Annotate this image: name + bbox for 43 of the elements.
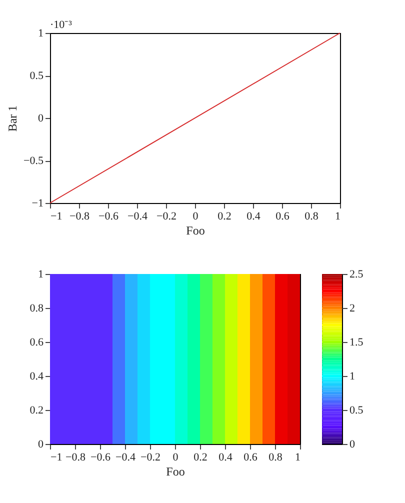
x-tick-label: −1: [50, 452, 62, 464]
x-tick-label: 0.2: [218, 210, 232, 222]
color-bar-label: 0.5: [350, 404, 364, 416]
x-tick-label: −0.4: [128, 210, 148, 222]
x-tick-label: −0.8: [66, 452, 86, 464]
x-tick-label: 0.6: [244, 452, 258, 464]
x-tick-label: −0.6: [90, 452, 111, 464]
x-axis-title: Foo: [186, 224, 205, 238]
x-tick-label: −0.6: [98, 210, 119, 222]
y-tick-label: 0: [38, 112, 44, 124]
x-tick-label: 0.6: [276, 210, 290, 222]
x-tick-label: −0.4: [116, 452, 136, 464]
y-tick-label: 1: [38, 28, 44, 40]
y-tick-label: 0: [38, 438, 44, 450]
x-tick-label: −1: [50, 210, 62, 222]
x-tick-label: 0.2: [194, 452, 208, 464]
y-tick-label: 1: [38, 268, 44, 280]
x-tick-label: 1: [295, 452, 300, 464]
x-tick-label: −0.2: [140, 452, 160, 464]
x-tick-label: −0.8: [70, 210, 90, 222]
x-axis-title: Foo: [166, 464, 185, 478]
color-bar-label: 1: [350, 370, 355, 382]
x-tick-label: 0: [172, 452, 179, 464]
x-tick-label: 1: [335, 210, 340, 222]
x-tick-label: 0.4: [246, 210, 261, 222]
y-tick-label: 0.2: [30, 404, 44, 416]
color-bar-label: 2.5: [350, 268, 364, 280]
x-tick-label: 0.8: [268, 452, 283, 464]
color-bar-label: 0: [350, 438, 356, 450]
y-axis-title: Bar 1: [6, 105, 20, 132]
text: ·10⁻³: [50, 19, 73, 31]
y-tick-label: −0.5: [24, 155, 44, 167]
x-tick-label: 0.8: [304, 210, 319, 222]
x-tick-label: 0: [192, 210, 199, 222]
color-bar-label: 2: [350, 302, 355, 314]
y-tick-label: 0.4: [30, 370, 44, 382]
x-tick-label: 0.4: [218, 452, 233, 464]
y-tick-label: 0.8: [30, 302, 44, 314]
y-tick-label: 0.6: [30, 336, 44, 348]
y-tick-label: −1: [32, 198, 44, 210]
y-tick-label: 0.5: [30, 70, 44, 82]
color-bar-label: 1.5: [350, 336, 364, 348]
x-tick-label: −0.2: [156, 210, 176, 222]
